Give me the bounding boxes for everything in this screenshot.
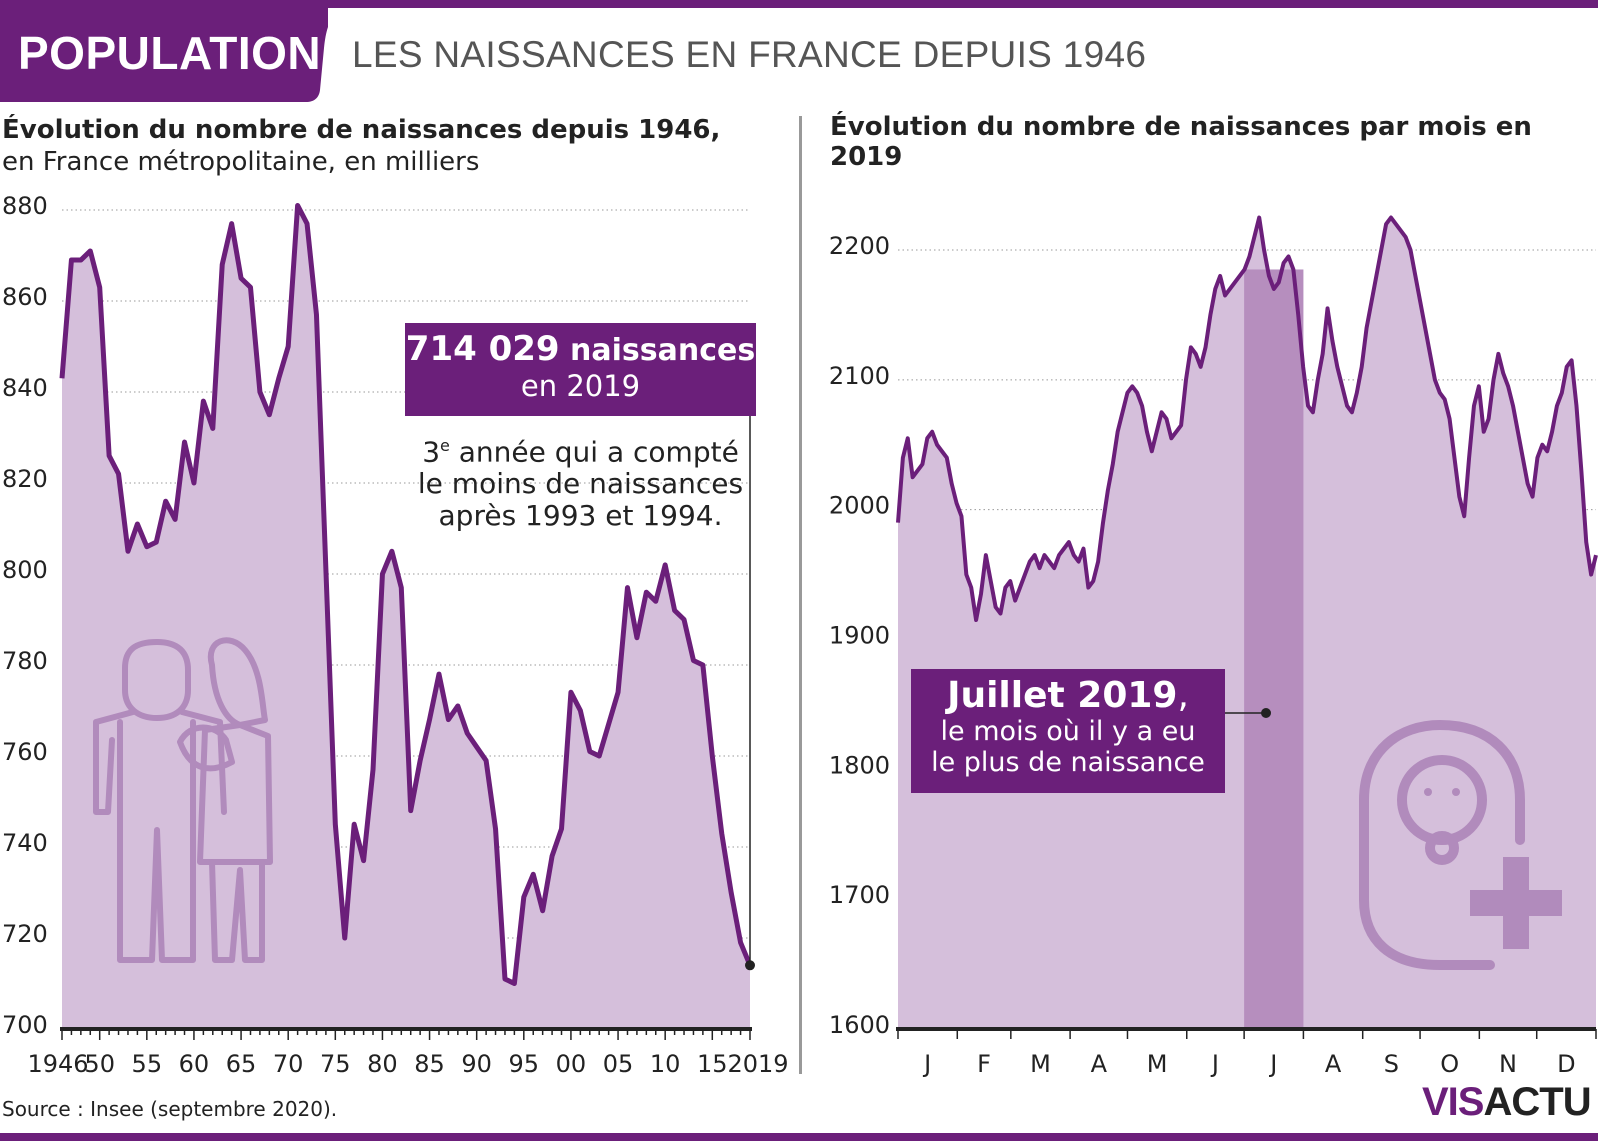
left-y-tick-label: 740: [2, 829, 48, 857]
left-x-tick-label: 1946: [27, 1050, 88, 1078]
right-highlight-july: [1244, 269, 1304, 1030]
right-y-tick-label: 1700: [829, 881, 890, 909]
baby-icon-eye: [1424, 788, 1432, 796]
right-x-tick-label: J: [922, 1050, 931, 1078]
left-chart-title-bold: Évolution du nombre de naissances depuis…: [2, 115, 721, 145]
panel-divider: [799, 116, 802, 1074]
left-x-tick-label: 05: [603, 1050, 634, 1078]
left-chart-subtitle: en France métropolitaine, en milliers: [2, 147, 480, 177]
family-icon: [93, 637, 273, 963]
left-last-point: [745, 960, 755, 971]
note-line-2: le moins de naissances: [417, 467, 744, 501]
july-comma: ,: [1177, 675, 1189, 716]
left-x-tick-label: 10: [650, 1050, 681, 1078]
family-icon-stroke: [93, 709, 136, 815]
right-x-tick-label: M: [1147, 1050, 1168, 1078]
left-x-tick-label: 15: [697, 1050, 728, 1078]
right-x-tick-label: J: [1268, 1050, 1277, 1078]
family-icon-stroke: [117, 719, 196, 963]
note-line-3: après 1993 et 1994.: [438, 499, 723, 533]
right-x-tick-label: S: [1384, 1050, 1399, 1078]
left-x-tick-label: 90: [461, 1050, 492, 1078]
logo-part-2: ACTU: [1483, 1080, 1591, 1124]
july-title: Juillet 2019: [947, 675, 1178, 716]
left-y-tick-label: 700: [2, 1011, 48, 1039]
left-x-tick-label: 75: [320, 1050, 351, 1078]
right-y-tick-label: 2100: [829, 362, 890, 390]
baby-care-icon: [1359, 719, 1562, 970]
right-x-tick-label: J: [1210, 1050, 1219, 1078]
right-x-tick-label: M: [1030, 1050, 1051, 1078]
family-icon-stroke: [177, 724, 235, 772]
right-x-tick-label: A: [1091, 1050, 1108, 1078]
left-chart-title: Évolution du nombre de naissances depuis…: [2, 114, 720, 178]
header-tab: POPULATION: [0, 8, 328, 102]
note-line-1: année qui a compté: [449, 435, 739, 469]
page-title: LES NAISSANCES EN FRANCE DEPUIS 1946: [352, 34, 1147, 75]
right-x-tick-label: D: [1557, 1050, 1575, 1078]
right-x-tick-label: F: [977, 1050, 991, 1078]
note-ordinal: 3: [422, 435, 441, 469]
family-icon-stroke: [209, 859, 265, 963]
right-y-tick-label: 2000: [829, 492, 890, 520]
note-ordinal-sup: e: [440, 436, 450, 455]
top-bar: [0, 0, 1598, 8]
family-icon-stroke: [179, 709, 227, 815]
left-series-line: [59, 202, 753, 986]
right-y-tick-label: 1800: [829, 751, 890, 779]
july-line-3: le plus de naissance: [931, 747, 1205, 778]
left-x-tick-label: 50: [84, 1050, 115, 1078]
left-y-tick-label: 760: [2, 738, 48, 766]
baby-icon-frame: [1359, 719, 1525, 970]
header-tab-shape: [0, 8, 328, 102]
left-y-tick-label: 840: [2, 374, 48, 402]
baby-icon-eye: [1452, 788, 1460, 796]
plus-icon-vertical: [1503, 857, 1529, 949]
left-y-tick-label: 720: [2, 920, 48, 948]
right-y-tick-label: 2200: [829, 232, 890, 260]
right-x-tick-label: N: [1499, 1050, 1517, 1078]
right-x-tick-label: A: [1325, 1050, 1342, 1078]
left-x-tick-label: 00: [556, 1050, 587, 1078]
callout-july: Juillet 2019, le mois où il y a eu le pl…: [911, 669, 1225, 793]
left-y-tick-label: 780: [2, 647, 48, 675]
right-y-tick-label: 1900: [829, 622, 890, 650]
callout-unit: naissances: [559, 333, 756, 368]
left-x-tick-label: 80: [367, 1050, 398, 1078]
left-x-tick-label: 95: [509, 1050, 540, 1078]
left-x-tick-label: 65: [226, 1050, 257, 1078]
right-chart-title: Évolution du nombre de naissances par mo…: [830, 112, 1532, 172]
right-y-tick-label: 1600: [829, 1011, 890, 1039]
family-icon-stroke: [197, 722, 273, 865]
right-x-tick-label: O: [1440, 1050, 1459, 1078]
left-x-tick-label: 2019: [727, 1050, 788, 1078]
family-icon-stroke: [122, 639, 191, 721]
left-x-tick-label: 85: [414, 1050, 445, 1078]
left-y-tick-label: 820: [2, 465, 48, 493]
july-callout-dot: [1261, 708, 1271, 718]
callout-2019-total: 714 029 naissances en 2019: [405, 323, 756, 416]
brand-logo: VISACTU: [1422, 1080, 1592, 1125]
family-icon-stroke: [207, 637, 268, 728]
baby-icon-pacifier: [1425, 831, 1459, 865]
left-x-tick-label: 55: [132, 1050, 163, 1078]
callout-note: 3e année qui a compté le moins de naissa…: [405, 430, 756, 532]
left-x-tick-label: 70: [273, 1050, 304, 1078]
callout-year: en 2019: [520, 369, 641, 403]
section-label: POPULATION: [18, 27, 322, 79]
left-x-tick-label: 60: [179, 1050, 210, 1078]
left-y-tick-label: 880: [2, 192, 48, 220]
source-note: Source : Insee (septembre 2020).: [2, 1097, 338, 1121]
left-y-tick-label: 860: [2, 283, 48, 311]
right-series-line: [896, 215, 1598, 623]
left-area: [62, 205, 750, 1029]
july-line-2: le mois où il y a eu: [940, 716, 1196, 747]
logo-part-1: VIS: [1422, 1080, 1484, 1124]
left-y-tick-label: 800: [2, 556, 48, 584]
callout-value: 714 029: [405, 329, 560, 369]
bottom-bar: [0, 1133, 1598, 1141]
